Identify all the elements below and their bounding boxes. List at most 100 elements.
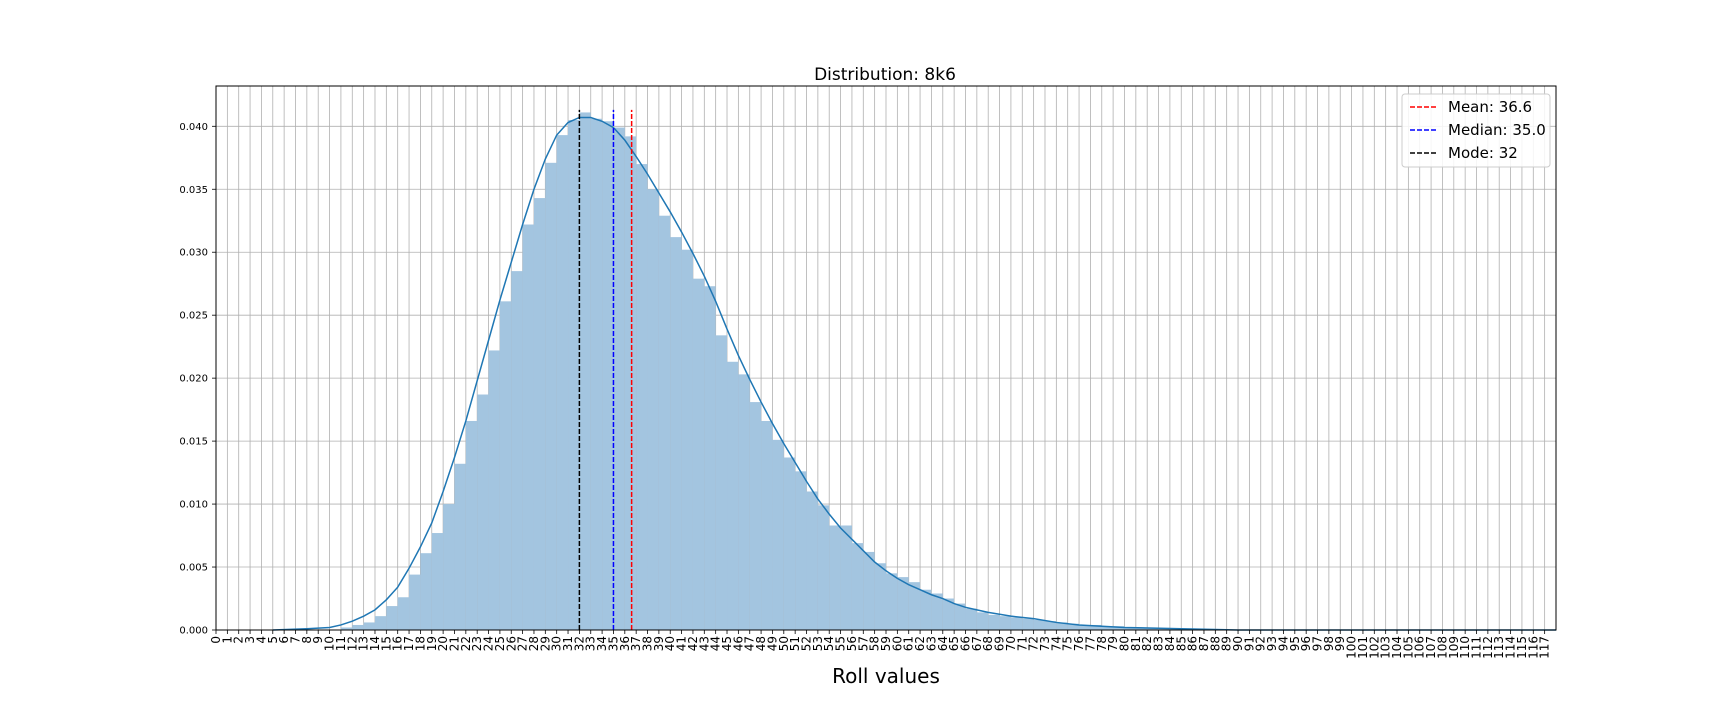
x-tick-label: 31 (561, 636, 575, 651)
histogram-bar (409, 574, 421, 630)
x-tick-label: 89 (1220, 636, 1234, 651)
histogram-bar (954, 603, 966, 630)
x-tick-label: 23 (470, 636, 484, 651)
x-tick-label: 109 (1447, 636, 1461, 659)
histogram-bar (1010, 617, 1023, 630)
y-tick-label: 0.000 (179, 626, 208, 637)
x-tick-label: 38 (641, 636, 655, 651)
x-tick-label: 46 (731, 636, 745, 651)
x-tick-label: 34 (595, 636, 609, 651)
y-tick-label: 0.020 (179, 374, 208, 385)
x-tick-label: 17 (402, 636, 416, 651)
x-tick-label: 35 (606, 636, 620, 651)
x-tick-label: 94 (1276, 636, 1290, 651)
x-tick-label: 55 (834, 636, 848, 651)
x-tick-label: 95 (1288, 636, 1302, 651)
histogram-bar (851, 543, 864, 630)
x-tick-label: 91 (1242, 636, 1256, 651)
x-tick-label: 6 (277, 636, 291, 644)
x-tick-label: 44 (709, 636, 723, 651)
x-tick-label: 60 (890, 636, 904, 651)
x-tick-label: 79 (1106, 636, 1120, 651)
x-tick-label: 104 (1390, 636, 1404, 659)
histogram-bar (431, 533, 444, 630)
x-tick-label: 101 (1356, 636, 1370, 659)
x-tick-label: 96 (1299, 636, 1313, 651)
histogram-bar (976, 612, 989, 630)
x-tick-label: 53 (811, 636, 825, 651)
histogram-bar (1022, 618, 1034, 630)
histogram-bar (568, 120, 580, 630)
histogram-bar (908, 582, 921, 630)
x-tick-label: 88 (1208, 636, 1222, 651)
x-tick-label: 69 (993, 636, 1007, 651)
histogram-bar (624, 136, 637, 631)
histogram-bar (363, 622, 375, 630)
chart-title: Distribution: 8k6 (814, 65, 956, 85)
x-tick-label: 72 (1027, 636, 1041, 651)
x-tick-label: 97 (1311, 636, 1325, 651)
x-tick-label: 82 (1140, 636, 1154, 651)
x-tick-label: 20 (436, 636, 450, 651)
x-tick-label: 41 (675, 636, 689, 651)
histogram-bar (874, 563, 886, 630)
legend-entry-median: Median: 35.0 (1448, 121, 1546, 139)
x-tick-label: 108 (1435, 636, 1449, 659)
x-tick-label: 28 (527, 636, 541, 651)
x-tick-label: 50 (777, 636, 791, 651)
histogram-bar (1090, 624, 1102, 630)
histogram-bar (545, 162, 557, 630)
histogram-bar (1067, 623, 1080, 630)
histogram-bar (1158, 628, 1170, 630)
x-tick-label: 3 (243, 636, 257, 644)
x-tick-label: 48 (754, 636, 768, 651)
histogram-bar (556, 135, 569, 630)
x-tick-label: 83 (1152, 636, 1166, 651)
x-tick-label: 98 (1322, 636, 1336, 651)
histogram-bar (715, 335, 728, 630)
histogram-bar (920, 589, 932, 630)
x-tick-label: 26 (504, 636, 518, 651)
x-tick-label: 77 (1083, 636, 1097, 651)
kde-curve (272, 116, 1556, 631)
x-ticks: 0123456789101112131415161718192021222324… (209, 630, 1552, 659)
histogram-bar (602, 121, 614, 630)
x-tick-label: 54 (822, 636, 836, 651)
x-tick-label: 75 (1061, 636, 1075, 651)
x-tick-label: 22 (459, 636, 473, 651)
x-tick-label: 9 (311, 636, 325, 644)
x-tick-label: 42 (686, 636, 700, 651)
x-tick-label: 12 (345, 636, 359, 651)
histogram-bar (1135, 627, 1148, 630)
x-tick-label: 76 (1072, 636, 1086, 651)
legend-entry-mean: Mean: 36.6 (1448, 98, 1532, 116)
histogram-bar (1056, 622, 1068, 630)
histogram-bar (658, 215, 671, 630)
histogram-bar (829, 525, 841, 630)
x-tick-label: 36 (618, 636, 632, 651)
x-tick-label: 110 (1458, 636, 1472, 659)
histogram-bar (806, 491, 818, 630)
histogram-bar (636, 164, 648, 630)
histogram-bar (1044, 621, 1057, 630)
histogram-bar (477, 394, 489, 630)
histogram-bar (1169, 628, 1182, 630)
x-tick-label: 87 (1197, 636, 1211, 651)
histogram-bar (454, 463, 466, 630)
x-tick-label: 27 (516, 636, 530, 651)
x-tick-label: 1 (220, 636, 234, 644)
histogram-bar (499, 301, 512, 630)
histogram-bar (340, 627, 353, 630)
x-tick-label: 49 (765, 636, 779, 651)
x-tick-label: 57 (856, 636, 870, 651)
histogram-bar (465, 420, 478, 630)
stat-lines (578, 109, 633, 630)
x-tick-label: 29 (538, 636, 552, 651)
x-tick-label: 84 (1163, 636, 1177, 651)
histogram-bar (386, 606, 398, 630)
x-tick-label: 2 (232, 636, 246, 644)
histogram-bar (1101, 626, 1114, 630)
histogram-bar (749, 402, 762, 630)
histogram-bar (783, 457, 796, 630)
legend: Mean: 36.6 Median: 35.0 Mode: 32 (1401, 93, 1551, 168)
